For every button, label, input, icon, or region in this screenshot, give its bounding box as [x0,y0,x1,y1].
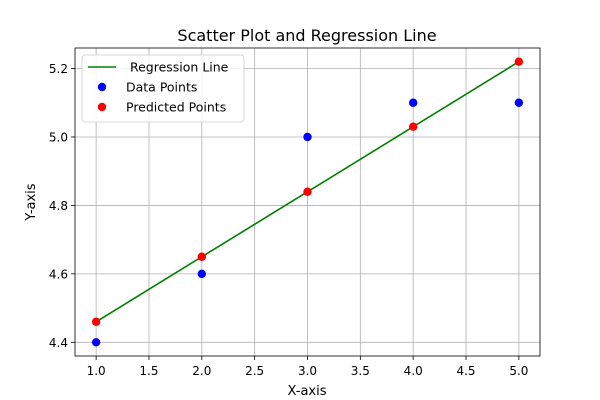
legend: Regression Line Data Points Predicted Poin… [81,54,245,123]
x-tick-label: 3.5 [351,364,370,378]
legend-box [81,54,245,123]
x-tick-label: 1.5 [139,364,158,378]
y-tick-label: 4.4 [49,336,68,350]
legend-marker-swatch [97,102,107,112]
x-axis-label: X-axis [288,384,327,399]
data-point-marker [303,132,312,142]
legend-label: Data Points [126,80,197,95]
x-tick-label: 1.0 [87,364,106,378]
chart-title: Scatter Plot and Regression Line [177,26,436,45]
data-point-marker [408,98,418,107]
x-tick-label: 3.0 [298,364,317,378]
x-tick-label: 2.0 [192,364,211,378]
y-tick-label: 4.6 [49,267,68,281]
plot-data [91,57,524,347]
legend-marker-swatch [97,82,107,92]
x-tick-label: 4.5 [456,364,475,378]
x-tick-label: 5.0 [509,364,528,378]
predicted-point-marker [197,252,207,261]
y-tick-label: 5.2 [49,62,68,76]
legend-label: Regression Line [126,60,229,75]
predicted-point-marker [91,317,101,326]
predicted-point-marker [408,122,418,131]
y-axis-label: Y-axis [24,183,39,221]
data-point-marker [514,98,524,107]
data-point-marker [197,269,207,279]
predicted-point-marker [303,187,312,196]
axis-ticks: 1.0 1.5 2.0 2.5 3.0 3.5 4.0 4.5 5.0 4.4 4.6 4.8 5.0 5… [49,62,529,378]
y-tick-label: 4.8 [49,199,68,213]
predicted-point-marker [514,57,524,66]
y-tick-label: 5.0 [49,130,68,144]
x-tick-label: 2.5 [245,364,264,378]
x-tick-label: 4.0 [404,364,423,378]
legend-label: Predicted Points [126,100,226,115]
data-point-marker [91,338,101,347]
